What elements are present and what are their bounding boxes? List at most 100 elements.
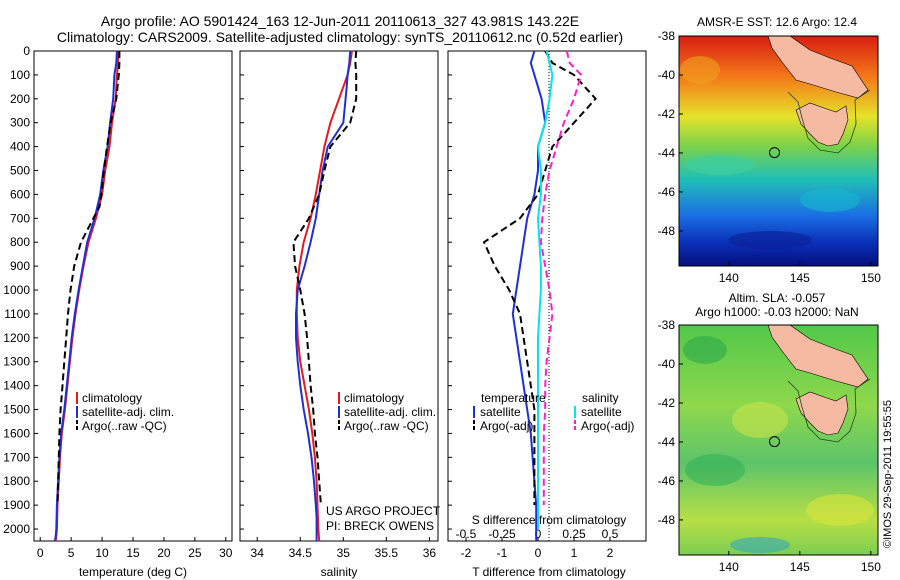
sla-anomaly-patch bbox=[732, 402, 788, 438]
latitude-tick-label: -44 bbox=[658, 146, 676, 160]
legend-label-t-satellite: satellite bbox=[480, 405, 521, 419]
legend-label-s-argo: Argo(-adj) bbox=[581, 419, 634, 433]
s-difference-tick-label: 0.5 bbox=[602, 527, 619, 541]
bathymetry-contour bbox=[787, 378, 871, 443]
depth-tick-label: 700 bbox=[10, 211, 30, 225]
t-difference-tick-labels: -2 -1 0 1 2 bbox=[448, 50, 614, 560]
s-difference-tick-label: 0.25 bbox=[562, 527, 586, 541]
temperature-tick-label: 25 bbox=[188, 546, 202, 560]
depth-tick-label: 100 bbox=[10, 68, 30, 82]
temperature-profile-lines bbox=[54, 50, 121, 542]
longitude-tick-label: 145 bbox=[790, 271, 810, 285]
salinity-xlabel: salinity bbox=[321, 565, 358, 579]
series-line-temperature-argo-adj bbox=[482, 50, 597, 506]
bathymetry-contour bbox=[787, 89, 871, 154]
sla-longitude-ticks: 140 145 150 bbox=[719, 551, 881, 574]
copyright-timestamp: ©IMOS 29-Sep-2011 19:55:55 bbox=[882, 400, 894, 548]
project-annotation: US ARGO PROJECT bbox=[326, 504, 441, 518]
latitude-tick-label: -42 bbox=[658, 396, 676, 410]
temperature-panel: 0100200300400500600700800900100011001200… bbox=[3, 44, 233, 579]
temperature-tick-label: 0 bbox=[37, 546, 44, 560]
sst-map-panel: AMSR-E SST: 12.6 Argo: 12.4 -38 -40 -42 -44… bbox=[658, 15, 882, 285]
latitude-tick-label: -48 bbox=[658, 513, 676, 527]
sla-map-title-line1: Altim. SLA: -0.057 bbox=[729, 291, 826, 305]
salinity-tick-label: 35 bbox=[337, 546, 351, 560]
sst-anomaly-patch bbox=[686, 155, 754, 175]
difference-profile-lines bbox=[482, 50, 597, 541]
difference-plot-frame bbox=[447, 50, 647, 542]
latitude-tick-label: -40 bbox=[658, 68, 676, 82]
s-difference-tick-label: -0.5 bbox=[456, 527, 477, 541]
series-line-argo-raw-qc bbox=[292, 50, 358, 506]
salinity-tick-label: 35.5 bbox=[375, 546, 399, 560]
temperature-tick-label: 30 bbox=[219, 546, 233, 560]
difference-legend: temperature satellite Argo(-adj) salinit… bbox=[473, 391, 634, 433]
salinity-tick-label: 34 bbox=[251, 546, 265, 560]
sst-anomaly-patch bbox=[800, 188, 860, 212]
depth-tick-label: 1300 bbox=[3, 355, 30, 369]
temperature-tick-label: 20 bbox=[157, 546, 171, 560]
legend-label-climatology: climatology bbox=[82, 391, 142, 405]
longitude-tick-label: 150 bbox=[861, 560, 881, 574]
tasmania-land bbox=[795, 391, 849, 436]
sla-anomaly-patch bbox=[730, 537, 790, 553]
legend-label-s-satellite: satellite bbox=[581, 405, 622, 419]
sla-map-panel: Altim. SLA: -0.057 Argo h1000: -0.03 h20… bbox=[658, 291, 882, 574]
depth-tick-label: 1900 bbox=[3, 498, 30, 512]
sst-latitude-ticks: -38 -40 -42 -44 -46 -48 bbox=[658, 29, 683, 238]
salinity-tick-labels: 34 34.5 35 35.5 36 bbox=[240, 50, 437, 560]
depth-tick-label: 1200 bbox=[3, 331, 30, 345]
longitude-tick-label: 140 bbox=[719, 271, 739, 285]
series-line-satellite-adj-clim bbox=[295, 50, 352, 541]
salinity-profile-lines bbox=[292, 50, 358, 542]
sla-map-title-line2: Argo h1000: -0.03 h2000: NaN bbox=[695, 305, 858, 319]
longitude-tick-label: 150 bbox=[861, 271, 881, 285]
depth-tick-label: 1600 bbox=[3, 426, 30, 440]
latitude-tick-label: -38 bbox=[658, 318, 676, 332]
salinity-panel: 34 34.5 35 35.5 36 salinity climatology sate… bbox=[239, 50, 441, 579]
depth-tick-label: 900 bbox=[10, 259, 30, 273]
salinity-legend: climatology satellite-adj. clim. Argo(..… bbox=[338, 391, 436, 433]
s-difference-tick-label: 0 bbox=[535, 527, 542, 541]
series-line-argo-raw-qc bbox=[56, 51, 121, 506]
depth-tick-label: 500 bbox=[10, 164, 30, 178]
depth-tick-label: 1400 bbox=[3, 379, 30, 393]
latitude-tick-label: -48 bbox=[658, 224, 676, 238]
depth-tick-labels: 0 100 200 300 400 500 600 700 800 900 1000 1100 1200… bbox=[3, 44, 38, 536]
t-difference-tick-label: 2 bbox=[607, 546, 614, 560]
legend-title-temperature: temperature bbox=[481, 391, 546, 405]
pi-annotation: PI: BRECK OWENS bbox=[326, 519, 434, 533]
latitude-tick-label: -38 bbox=[658, 29, 676, 43]
s-difference-xlabel: S difference from climatology bbox=[472, 513, 627, 527]
legend-label-satellite: satellite-adj. clim. bbox=[82, 405, 174, 419]
argo-float-marker bbox=[769, 147, 780, 159]
sla-anomaly-patch bbox=[806, 494, 874, 526]
salinity-tick-label: 36 bbox=[423, 546, 437, 560]
longitude-tick-label: 145 bbox=[790, 560, 810, 574]
s-difference-tick-labels: -0.5 -0.25 0 0.25 0.5 bbox=[456, 527, 619, 541]
sst-longitude-ticks: 140 145 150 bbox=[719, 262, 881, 285]
t-difference-xlabel: T difference from climatology bbox=[472, 565, 626, 579]
legend-label-argo: Argo(..raw -QC) bbox=[344, 419, 429, 433]
legend-label-climatology: climatology bbox=[344, 391, 404, 405]
legend-label-argo: Argo(..raw -QC) bbox=[82, 419, 167, 433]
latitude-tick-label: -42 bbox=[658, 107, 676, 121]
series-line-temperature-satellite bbox=[511, 50, 547, 541]
temperature-legend: climatology satellite-adj. clim. Argo(..… bbox=[76, 391, 174, 433]
depth-tick-label: 1100 bbox=[4, 307, 30, 321]
depth-tick-label: 400 bbox=[10, 140, 30, 154]
legend-title-salinity: salinity bbox=[582, 391, 619, 405]
longitude-tick-label: 140 bbox=[719, 560, 739, 574]
depth-tick-label: 600 bbox=[10, 187, 30, 201]
legend-label-satellite: satellite-adj. clim. bbox=[344, 405, 436, 419]
sst-map-frame bbox=[678, 35, 879, 267]
latitude-tick-label: -40 bbox=[658, 357, 676, 371]
sst-anomaly-patch bbox=[680, 56, 720, 84]
series-line-salinity-argo-adj bbox=[539, 50, 583, 506]
legend-label-t-argo: Argo(-adj) bbox=[480, 419, 533, 433]
sla-anomaly-patch bbox=[683, 336, 727, 364]
salinity-plot-frame bbox=[239, 50, 439, 542]
temperature-tick-label: 15 bbox=[126, 546, 140, 560]
temperature-tick-label: 5 bbox=[68, 546, 75, 560]
